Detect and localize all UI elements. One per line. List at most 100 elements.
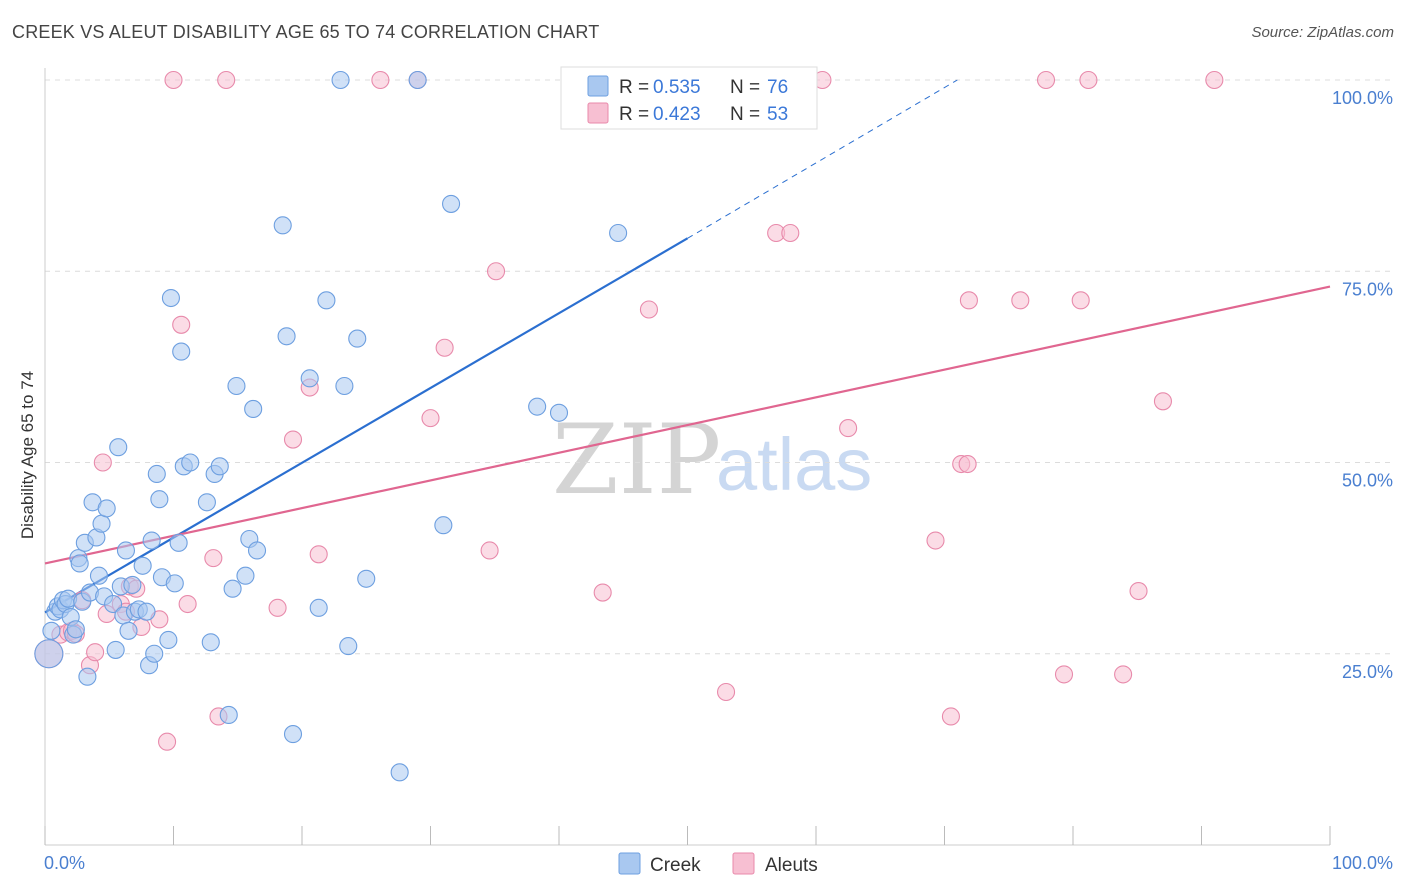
creek-point-41 — [159, 630, 178, 650]
creek-point-15 — [78, 667, 97, 686]
aleuts-point-30 — [435, 338, 454, 357]
bottom-legend-creek-swatch — [618, 852, 641, 875]
aleuts-point-17 — [164, 70, 183, 90]
creek-point-74 — [528, 397, 547, 416]
creek-point-72 — [434, 516, 453, 535]
aleuts-point-50 — [1079, 70, 1098, 90]
aleuts-point-54 — [1205, 70, 1224, 90]
aleuts-point-38 — [781, 223, 800, 243]
creek-point-38 — [147, 464, 166, 484]
creek-point-65 — [331, 70, 350, 90]
creek-point-73 — [442, 194, 461, 213]
creek-point-42 — [161, 288, 180, 308]
legend-aleuts-r-label: R = — [619, 104, 649, 125]
x-tick-labels: 0.0% 100.0% — [44, 853, 1393, 873]
data-points — [34, 70, 1224, 782]
y-axis-label: Disability Age 65 to 74 — [18, 371, 37, 539]
creek-point-10 — [66, 620, 85, 639]
aleuts-point-32 — [486, 262, 506, 281]
aleuts-point-29 — [421, 409, 440, 428]
bottom-legend: Creek Aleuts — [618, 852, 818, 876]
aleuts-point-18 — [172, 315, 191, 334]
aleuts-point-33 — [593, 583, 612, 602]
creek-point-45 — [172, 342, 191, 361]
aleuts-point-23 — [268, 598, 287, 617]
aleuts-point-19 — [178, 594, 197, 614]
creek-point-34 — [137, 602, 156, 621]
creek-point-64 — [317, 291, 336, 310]
creek-point-33 — [133, 556, 152, 575]
legend-aleuts-n-value: 53 — [767, 104, 788, 125]
aleuts-point-31 — [480, 541, 499, 560]
y-tick-label-50: 50.0% — [1342, 471, 1393, 491]
aleuts-point-34 — [639, 300, 659, 319]
aleuts-point-48 — [1054, 665, 1074, 684]
creek-point-24 — [106, 640, 125, 659]
aleuts-point-52 — [1129, 581, 1148, 601]
axes — [44, 68, 1331, 846]
legend-creek-n-label: N = — [730, 77, 760, 98]
aleuts-point-22 — [217, 70, 236, 90]
creek-point-44 — [169, 533, 188, 552]
aleuts-point-51 — [1114, 665, 1133, 684]
chart-title: CREEK VS ALEUT DISABILITY AGE 65 TO 74 C… — [12, 22, 600, 42]
creek-point-66 — [335, 376, 354, 396]
y-tick-label-75: 75.0% — [1342, 279, 1393, 299]
creek-point-71 — [408, 70, 427, 90]
y-tick-labels: 25.0% 50.0% 75.0% 100.0% — [1332, 88, 1393, 682]
creek-point-19 — [89, 566, 109, 585]
x-tick-label-100: 100.0% — [1332, 853, 1393, 873]
creek-point-29 — [119, 621, 138, 640]
y-tick-label-25: 25.0% — [1342, 662, 1393, 682]
aleuts-point-8 — [93, 453, 112, 472]
aleuts-point-46 — [1011, 291, 1030, 310]
aleuts-point-40 — [839, 419, 858, 438]
creek-point-70 — [390, 763, 409, 782]
aleuts-trend-line — [44, 285, 1331, 565]
creek-point-49 — [201, 633, 220, 652]
legend-creek-r-label: R = — [619, 77, 649, 98]
creek-point-23 — [104, 594, 123, 614]
creek-point-53 — [223, 579, 242, 598]
creek-point-54 — [227, 376, 246, 396]
creek-point-47 — [181, 453, 200, 472]
creek-point-59 — [273, 216, 292, 235]
creek-point-0 — [34, 639, 64, 669]
creek-point-61 — [283, 725, 303, 744]
aleuts-point-24 — [283, 430, 303, 449]
creek-point-76 — [609, 223, 628, 243]
creek-point-25 — [109, 438, 128, 457]
creek-point-63 — [309, 598, 328, 617]
bottom-legend-aleuts-label: Aleuts — [765, 855, 818, 876]
bottom-legend-creek-label: Creek — [650, 855, 701, 876]
creek-point-22 — [97, 499, 116, 518]
bottom-legend-aleuts-swatch — [732, 852, 755, 875]
creek-point-52 — [219, 705, 238, 725]
aleuts-point-53 — [1153, 392, 1172, 411]
creek-point-37 — [145, 644, 164, 663]
legend-creek-n-value: 76 — [767, 77, 788, 98]
trend-lines — [44, 79, 1331, 614]
legend-aleuts-swatch — [587, 102, 609, 124]
aleuts-point-41 — [926, 531, 945, 550]
aleuts-point-7 — [86, 643, 105, 662]
aleuts-point-49 — [1071, 291, 1090, 310]
chart-source: Source: ZipAtlas.com — [1251, 24, 1394, 41]
creek-point-36 — [142, 531, 161, 550]
aleuts-point-27 — [371, 70, 390, 90]
aleuts-point-47 — [1036, 70, 1056, 90]
legend-creek-r-value: 0.535 — [653, 77, 701, 98]
x-tick-label-0: 0.0% — [44, 853, 85, 873]
aleuts-point-35 — [716, 682, 736, 702]
creek-point-12 — [70, 554, 89, 573]
creek-point-28 — [116, 541, 136, 560]
creek-point-43 — [165, 574, 184, 593]
y-tick-label-100: 100.0% — [1332, 88, 1393, 108]
watermark-zip: ZIP — [552, 404, 721, 516]
creek-point-69 — [357, 569, 376, 588]
aleuts-point-20 — [204, 549, 223, 568]
creek-trend-extension — [687, 79, 958, 239]
creek-point-39 — [150, 490, 169, 509]
creek-trend-line — [44, 237, 689, 614]
